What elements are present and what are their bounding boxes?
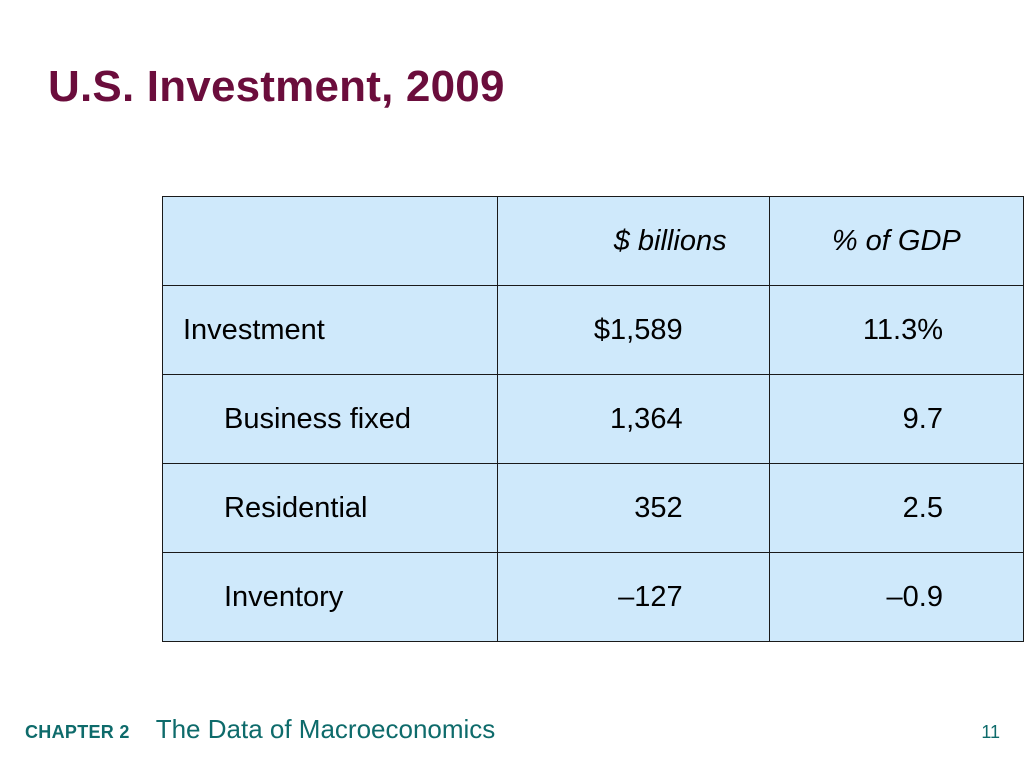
- billions-cell: $1,589: [497, 285, 770, 375]
- slide-title: U.S. Investment, 2009: [48, 62, 505, 111]
- pct-gdp-cell: –0.9: [768, 552, 1024, 642]
- pct-gdp-cell: 2.5: [768, 463, 1024, 553]
- chapter-label: CHAPTER 2: [25, 722, 130, 742]
- column-header-pct-gdp: % of GDP: [768, 196, 1024, 286]
- table-row: Inventory –127 –0.9: [161, 552, 1024, 642]
- table-header-row: $ billions % of GDP: [161, 196, 1024, 286]
- table-row: Residential 352 2.5: [161, 463, 1024, 553]
- row-label: Business fixed: [161, 374, 499, 464]
- billions-cell: 352: [497, 463, 770, 553]
- column-header-empty: [161, 196, 499, 286]
- investment-table: $ billions % of GDP Investment $1,589 11…: [161, 196, 1024, 642]
- pct-gdp-cell: 9.7: [768, 374, 1024, 464]
- slide-footer: CHAPTER 2 The Data of Macroeconomics: [25, 714, 495, 745]
- row-label: Residential: [161, 463, 499, 553]
- table-row: Business fixed 1,364 9.7: [161, 374, 1024, 464]
- billions-cell: –127: [497, 552, 770, 642]
- chapter-subtitle: The Data of Macroeconomics: [155, 714, 496, 744]
- page-number: 11: [981, 722, 1000, 742]
- pct-gdp-cell: 11.3%: [768, 285, 1024, 375]
- billions-cell: 1,364: [497, 374, 770, 464]
- table-row: Investment $1,589 11.3%: [161, 285, 1024, 375]
- column-header-billions: $ billions: [497, 196, 770, 286]
- row-label: Inventory: [161, 552, 499, 642]
- row-label: Investment: [161, 285, 499, 375]
